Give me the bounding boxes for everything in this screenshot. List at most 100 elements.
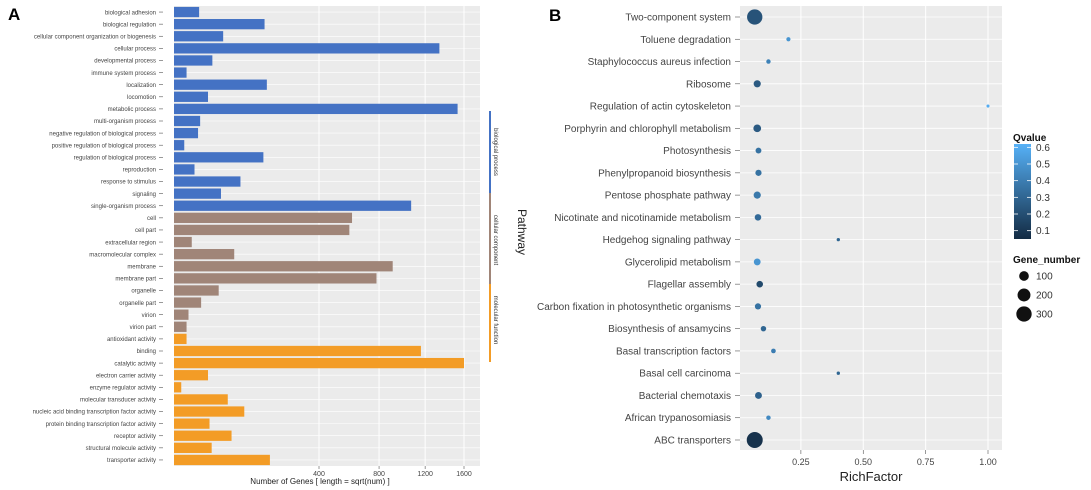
panel-a-x-ticks: 400 800 1200 1600: [313, 466, 472, 478]
bar: [174, 127, 199, 139]
bar: [174, 297, 202, 308]
bar: [174, 212, 353, 223]
category-label: catalytic activity: [114, 361, 156, 367]
bar: [174, 309, 189, 320]
category-label: metabolic process: [108, 107, 156, 113]
panel-a: A biological adhesion biological regulati…: [8, 5, 529, 486]
panel-b-x-ticks: 0.25 0.50 0.75 1.00: [792, 450, 997, 467]
bar: [174, 79, 267, 90]
bar: [174, 454, 270, 466]
pathway-label: Biosynthesis of ansamycins: [608, 324, 731, 335]
pathway-label: Photosynthesis: [663, 146, 731, 157]
data-point: [986, 104, 990, 108]
qvalue-tick-label: 0.4: [1036, 176, 1050, 187]
data-point: [753, 80, 761, 88]
category-label: electron carrier activity: [96, 373, 156, 379]
legend-group-label: biological process: [492, 128, 498, 176]
pathway-label: ABC transporters: [654, 436, 731, 447]
x-tick-label: 0.50: [854, 457, 872, 467]
bar: [174, 43, 440, 54]
bar: [174, 285, 219, 296]
bar: [174, 200, 412, 211]
panel-a-x-axis-title: Number of Genes [ length = sqrt(num) ]: [250, 477, 389, 486]
qvalue-colorbar: [1014, 144, 1031, 239]
bar: [174, 261, 393, 272]
data-point: [771, 348, 776, 354]
category-label: organelle part: [119, 301, 156, 307]
bar: [174, 321, 187, 332]
pathway-label: Bacterial chemotaxis: [639, 391, 731, 402]
category-label: signaling: [132, 192, 156, 198]
category-label: negative regulation of biological proces…: [49, 131, 156, 137]
panel-b-plot-background: [740, 6, 1002, 450]
size-legend-label: 200: [1036, 291, 1053, 302]
x-tick-label: 0.25: [792, 457, 810, 467]
panel-b-category-labels: Two-component system Toluene degradation S…: [537, 13, 740, 447]
category-label: antioxidant activity: [107, 337, 156, 343]
pathway-label: Flagellar assembly: [648, 280, 731, 291]
bar: [174, 224, 350, 236]
data-point: [755, 147, 762, 154]
data-point: [786, 37, 791, 42]
bar: [174, 333, 187, 345]
pathway-label: Glycerolipid metabolism: [625, 257, 731, 268]
panel-b: B Two-component system Toluene degradatio…: [537, 6, 1080, 484]
gene-number-legend-title: Gene_number: [1013, 255, 1080, 266]
category-label: reproduction: [123, 168, 156, 174]
bar: [174, 442, 212, 453]
pathway-label: Basal cell carcinoma: [639, 369, 731, 380]
panel-a-legend-title: Pathway: [515, 209, 529, 255]
data-point: [836, 371, 840, 375]
bar: [174, 394, 228, 405]
x-tick-label: 1200: [417, 471, 433, 478]
category-label: membrane: [127, 264, 156, 270]
qvalue-tick-label: 0.5: [1036, 160, 1050, 171]
category-label: cellular process: [114, 47, 156, 53]
bar: [174, 430, 232, 441]
panel-a-category-labels: biological adhesion biological regulation…: [33, 10, 163, 464]
category-label: transporter activity: [107, 458, 156, 464]
data-point: [753, 124, 762, 133]
category-label: organelle: [131, 289, 156, 295]
pathway-label: Nicotinate and nicotinamide metabolism: [554, 213, 731, 224]
bar: [174, 164, 195, 175]
category-label: enzyme regulator activity: [90, 386, 156, 392]
category-label: cell part: [135, 228, 156, 234]
data-point: [747, 9, 763, 25]
x-tick-label: 400: [313, 471, 325, 478]
size-legend-dot: [1016, 306, 1032, 322]
category-label: response to stimulus: [101, 180, 156, 186]
legend-group-label: cellular component: [492, 215, 498, 266]
category-label: biological regulation: [103, 22, 156, 28]
pathway-label: Basal transcription factors: [616, 346, 731, 357]
qvalue-tick-label: 0.1: [1036, 226, 1050, 237]
data-point: [766, 59, 771, 64]
panel-b-x-axis-title: RichFactor: [840, 469, 904, 484]
bar: [174, 115, 201, 127]
bar: [174, 249, 235, 260]
category-label: nucleic acid binding transcription facto…: [33, 410, 156, 416]
size-legend-label: 300: [1036, 310, 1053, 321]
data-point: [755, 169, 762, 176]
category-label: localization: [126, 83, 156, 89]
bar: [174, 19, 265, 30]
bar: [174, 140, 185, 151]
category-label: single-organism process: [91, 204, 156, 210]
data-point: [760, 325, 767, 332]
pathway-label: Two-component system: [625, 13, 731, 24]
qvalue-legend-ticks: 0.6 0.5 0.4 0.3 0.2 0.1: [1014, 143, 1050, 237]
pathway-label: Porphyrin and chlorophyll metabolism: [564, 124, 731, 135]
qvalue-tick-label: 0.6: [1036, 143, 1050, 154]
category-label: cellular component organization or bioge…: [34, 34, 156, 40]
x-tick-label: 1600: [456, 471, 472, 478]
pathway-label: Toluene degradation: [640, 35, 731, 46]
panel-b-gridlines: [740, 6, 1002, 450]
data-point: [755, 392, 762, 399]
panel-a-bars: [174, 6, 464, 466]
qvalue-tick-label: 0.3: [1036, 193, 1050, 204]
category-label: virion part: [130, 325, 157, 331]
category-label: extracellular region: [105, 240, 156, 246]
data-point: [836, 237, 840, 242]
size-legend-dot: [1017, 288, 1031, 302]
